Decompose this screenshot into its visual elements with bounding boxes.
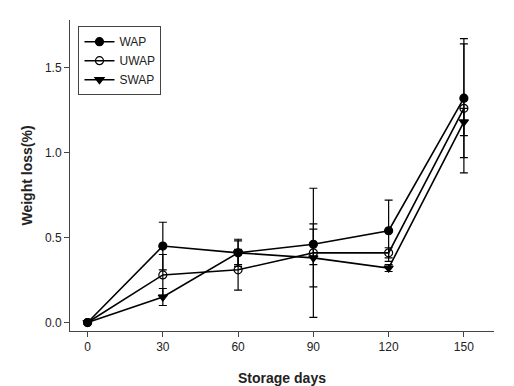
svg-text:60: 60 bbox=[231, 340, 245, 354]
svg-text:1.0: 1.0 bbox=[45, 146, 62, 160]
svg-text:90: 90 bbox=[307, 340, 321, 354]
svg-text:SWAP: SWAP bbox=[119, 73, 154, 87]
svg-text:1.5: 1.5 bbox=[45, 61, 62, 75]
svg-text:30: 30 bbox=[156, 340, 170, 354]
svg-text:Storage days: Storage days bbox=[238, 370, 326, 386]
svg-text:120: 120 bbox=[379, 340, 399, 354]
svg-text:0: 0 bbox=[84, 340, 91, 354]
svg-text:WAP: WAP bbox=[119, 35, 146, 49]
svg-text:0.5: 0.5 bbox=[45, 231, 62, 245]
svg-text:UWAP: UWAP bbox=[119, 54, 155, 68]
svg-text:Weight loss(%): Weight loss(%) bbox=[19, 125, 35, 225]
svg-text:150: 150 bbox=[454, 340, 474, 354]
svg-text:0.0: 0.0 bbox=[45, 316, 62, 330]
